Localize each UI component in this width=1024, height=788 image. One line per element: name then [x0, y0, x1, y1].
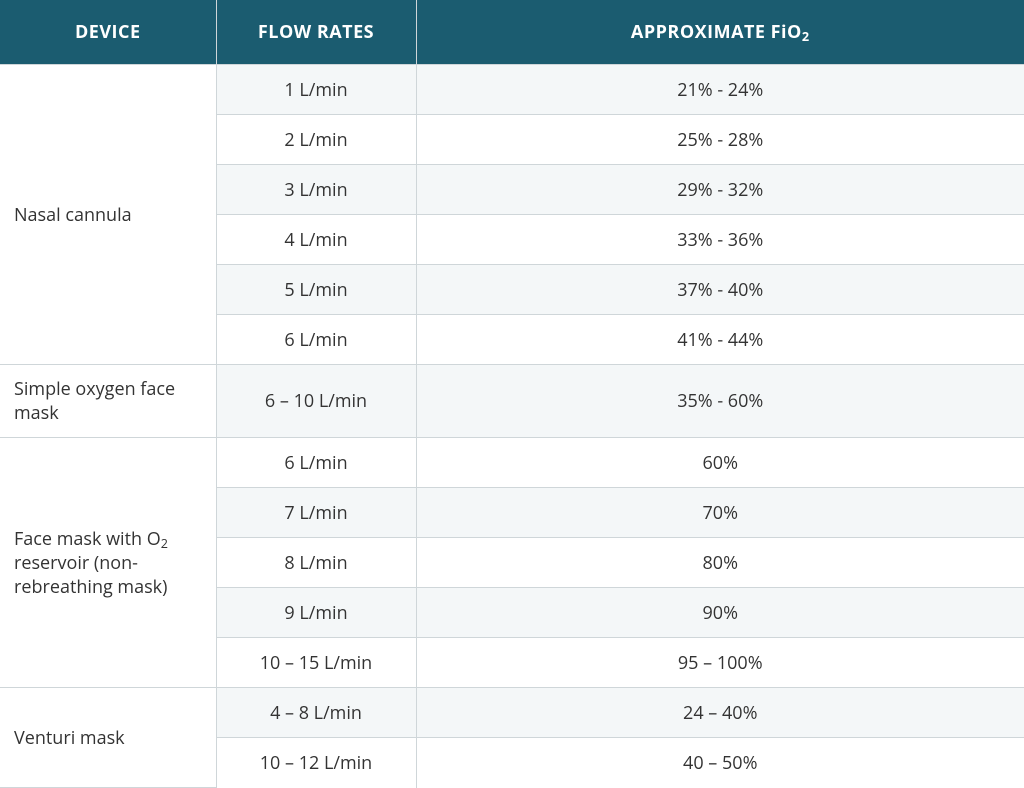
col-header-fio2-text: APPROXIMATE FiO — [631, 20, 802, 44]
oxygen-delivery-table: DEVICE FLOW RATES APPROXIMATE FiO2 Nasal… — [0, 0, 1024, 788]
fio2-cell: 70% — [416, 488, 1024, 538]
fio2-cell: 33% - 36% — [416, 215, 1024, 265]
flow-cell: 4 L/min — [216, 215, 416, 265]
device-cell: Nasal cannula — [0, 65, 216, 365]
flow-cell: 7 L/min — [216, 488, 416, 538]
fio2-cell: 60% — [416, 438, 1024, 488]
flow-cell: 9 L/min — [216, 588, 416, 638]
fio2-cell: 24 – 40% — [416, 688, 1024, 738]
fio2-cell: 95 – 100% — [416, 638, 1024, 688]
fio2-cell: 41% - 44% — [416, 315, 1024, 365]
flow-cell: 6 L/min — [216, 315, 416, 365]
table-row: Face mask with O2 reservoir (non-rebreat… — [0, 438, 1024, 488]
fio2-cell: 90% — [416, 588, 1024, 638]
device-cell-text-suffix: reservoir (non-rebreathing mask) — [14, 551, 167, 599]
flow-cell: 10 – 15 L/min — [216, 638, 416, 688]
flow-cell: 4 – 8 L/min — [216, 688, 416, 738]
col-header-fio2-sub: 2 — [802, 28, 810, 45]
fio2-cell: 40 – 50% — [416, 738, 1024, 788]
table-row: Nasal cannula 1 L/min 21% - 24% — [0, 65, 1024, 115]
table-row: Simple oxygen face mask 6 – 10 L/min 35%… — [0, 365, 1024, 438]
device-cell: Face mask with O2 reservoir (non-rebreat… — [0, 438, 216, 688]
device-cell: Simple oxygen face mask — [0, 365, 216, 438]
flow-cell: 5 L/min — [216, 265, 416, 315]
fio2-cell: 29% - 32% — [416, 165, 1024, 215]
flow-cell: 6 – 10 L/min — [216, 365, 416, 438]
device-cell-text: Face mask with O — [14, 527, 161, 551]
flow-cell: 3 L/min — [216, 165, 416, 215]
fio2-cell: 21% - 24% — [416, 65, 1024, 115]
flow-cell: 6 L/min — [216, 438, 416, 488]
table-body: Nasal cannula 1 L/min 21% - 24% 2 L/min … — [0, 65, 1024, 788]
flow-cell: 8 L/min — [216, 538, 416, 588]
fio2-cell: 80% — [416, 538, 1024, 588]
flow-cell: 10 – 12 L/min — [216, 738, 416, 788]
table-row: Venturi mask 4 – 8 L/min 24 – 40% — [0, 688, 1024, 738]
col-header-device: DEVICE — [0, 0, 216, 65]
device-cell: Venturi mask — [0, 688, 216, 788]
col-header-flow: FLOW RATES — [216, 0, 416, 65]
flow-cell: 1 L/min — [216, 65, 416, 115]
fio2-cell: 35% - 60% — [416, 365, 1024, 438]
col-header-fio2: APPROXIMATE FiO2 — [416, 0, 1024, 65]
fio2-cell: 37% - 40% — [416, 265, 1024, 315]
table-header-row: DEVICE FLOW RATES APPROXIMATE FiO2 — [0, 0, 1024, 65]
fio2-cell: 25% - 28% — [416, 115, 1024, 165]
flow-cell: 2 L/min — [216, 115, 416, 165]
device-cell-sub: 2 — [161, 535, 168, 552]
